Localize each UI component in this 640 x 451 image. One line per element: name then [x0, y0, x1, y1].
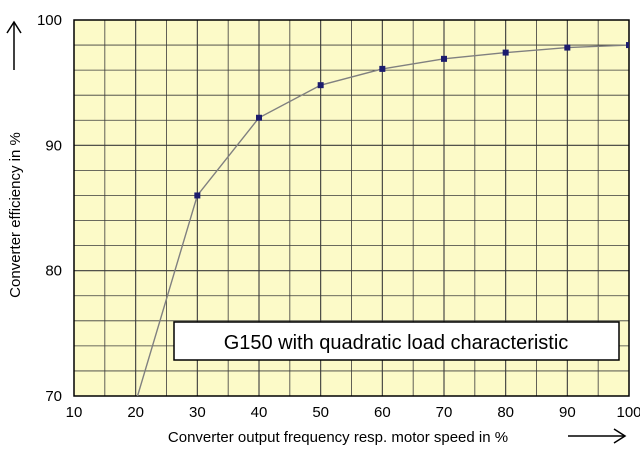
data-point	[379, 65, 386, 72]
data-point	[502, 49, 509, 56]
x-tick-labels: 10 20 30 40 50 60 70 80 90 100	[66, 404, 640, 421]
y-tick-label: 100	[37, 12, 62, 29]
x-tick-label: 100	[616, 404, 640, 421]
x-tick-label: 20	[127, 404, 144, 421]
data-point	[626, 42, 629, 49]
series-layer	[136, 42, 629, 396]
x-tick-label: 50	[312, 404, 329, 421]
data-point	[194, 192, 201, 199]
x-tick-label: 90	[559, 404, 576, 421]
y-axis-label: Converter efficiency in %	[7, 132, 24, 298]
y-tick-label: 80	[45, 263, 62, 280]
x-axis-title: Converter output frequency resp. motor s…	[168, 429, 508, 446]
annotation-box: G150 with quadratic load characteristic	[173, 321, 620, 361]
y-axis-title: Converter efficiency in %	[7, 132, 24, 298]
data-point	[256, 114, 262, 121]
x-tick-label: 80	[497, 404, 514, 421]
plot-border	[73, 19, 630, 397]
y-tick-label: 90	[45, 137, 62, 154]
x-tick-label: 10	[66, 404, 83, 421]
annotation-text: G150 with quadratic load characteristic	[224, 332, 569, 354]
x-tick-label: 70	[436, 404, 453, 421]
data-point	[441, 55, 447, 62]
y-tick-labels: 70 80 90 100	[37, 12, 62, 405]
y-tick-label: 70	[45, 388, 62, 405]
x-tick-label: 40	[251, 404, 268, 421]
x-tick-label: 30	[189, 404, 206, 421]
x-axis-arrow	[568, 428, 627, 444]
data-point	[317, 82, 324, 89]
data-point	[564, 44, 571, 51]
y-axis-arrow	[6, 20, 22, 70]
x-tick-label: 60	[374, 404, 391, 421]
